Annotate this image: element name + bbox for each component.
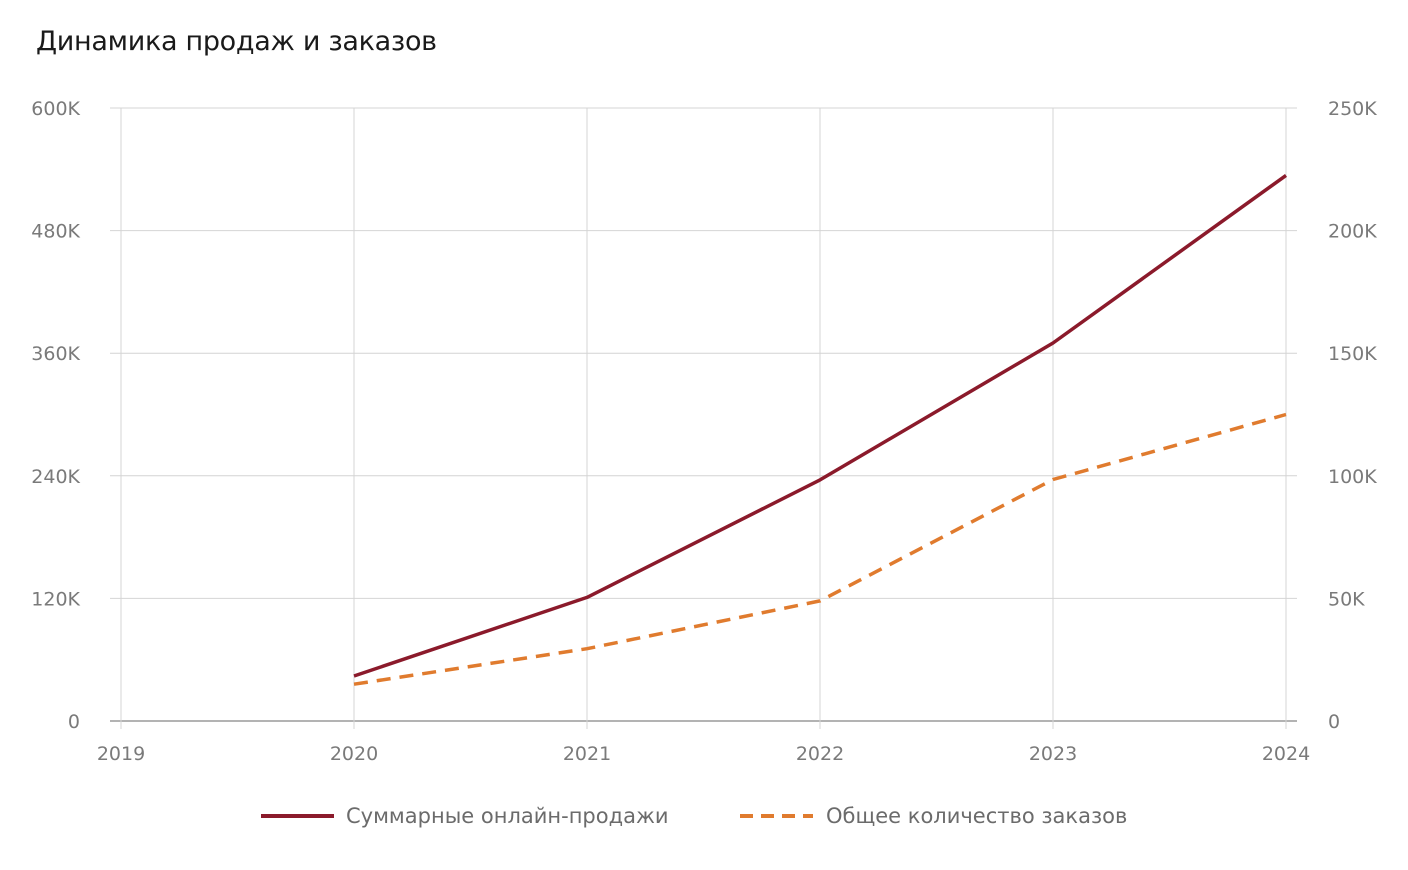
y-left-tick-label: 360K: [31, 343, 80, 365]
x-tick-label: 2022: [796, 743, 844, 765]
chart-title: Динамика продаж и заказов: [36, 26, 437, 57]
y-right-tick-label: 50K: [1328, 588, 1365, 610]
legend-label-1: Суммарные онлайн-продажи: [346, 804, 669, 828]
y-left-tick-label: 600K: [31, 98, 80, 120]
y-left-tick-label: 480K: [31, 221, 80, 243]
y-left-tick-label: 240K: [31, 466, 80, 488]
grid: [110, 107, 1297, 729]
y-right-tick-label: 0: [1328, 711, 1340, 733]
series-line-2: [353, 412, 1287, 686]
legend-label-2: Общее количество заказов: [826, 804, 1127, 828]
x-tick-label: 2020: [330, 743, 378, 765]
y-right-tick-label: 150K: [1328, 343, 1377, 365]
x-tick-label: 2024: [1262, 743, 1310, 765]
series: [353, 173, 1288, 686]
y-left-tick-label: 0: [68, 711, 80, 733]
y-left-tick-label: 120K: [31, 588, 80, 610]
y-right-tick-label: 200K: [1328, 221, 1377, 243]
y-right-tick-label: 100K: [1328, 466, 1377, 488]
x-tick-label: 2019: [97, 743, 145, 765]
x-tick-label: 2021: [563, 743, 611, 765]
series-line-1: [353, 173, 1288, 678]
axes: 0 120K 240K 360K 480K 600K 0 50K 100K 150K 200K 250…: [31, 98, 1377, 765]
x-tick-label: 2023: [1029, 743, 1077, 765]
legend: Суммарные онлайн-продажи Общее количество…: [261, 804, 1127, 828]
y-right-tick-label: 250K: [1328, 98, 1377, 120]
